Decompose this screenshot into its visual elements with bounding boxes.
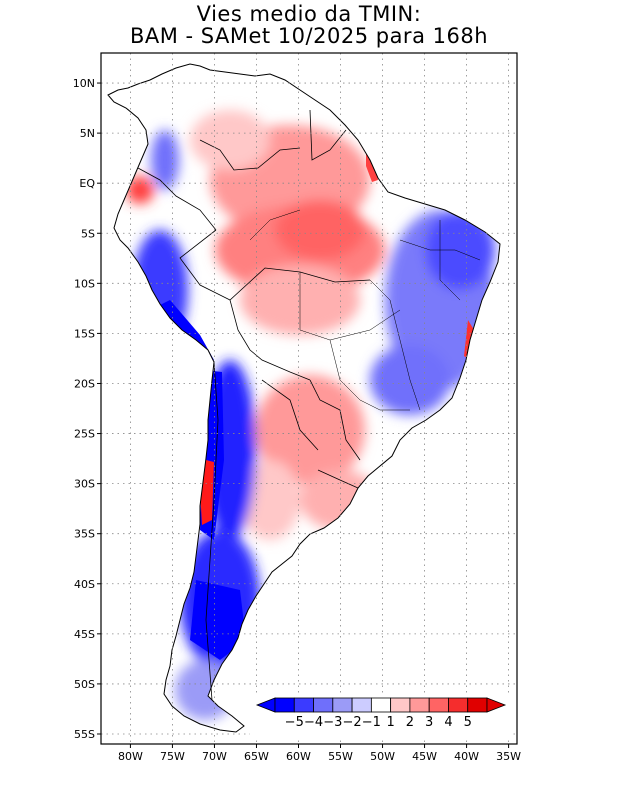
border-bolivia-south: [229, 299, 311, 381]
border-brazil-west: [179, 229, 371, 301]
colorbar-cell: [274, 697, 295, 713]
colorbar-label: −2: [343, 715, 362, 730]
lat-tick-label: 40S: [74, 578, 95, 591]
lon-tick-label: 45W: [412, 750, 437, 763]
lat-tick-label: 10N: [73, 77, 95, 90]
colorbar-label: −5: [285, 715, 304, 730]
colorbar-label: 2: [406, 715, 414, 730]
lon-tick-label: 35W: [496, 750, 521, 763]
border-colombia-peru: [137, 167, 217, 231]
colorbar-cell: [351, 697, 372, 713]
border-argentina-paraguay: [261, 379, 319, 451]
state-border-3: [399, 239, 481, 261]
lon-tick-label: 60W: [286, 750, 311, 763]
state-border-4: [329, 339, 410, 411]
state-borders: [249, 209, 481, 411]
colorbar-label: 3: [425, 715, 433, 730]
lat-tick-label: 15S: [74, 327, 95, 340]
lat-tick-label: 35S: [74, 528, 95, 541]
lon-tick-label: 50W: [370, 750, 395, 763]
lat-tick-label: 25S: [74, 428, 95, 441]
colorbar-label: 4: [444, 715, 452, 730]
cool-bias-colombia: [151, 130, 179, 190]
warm-bias-core: [275, 200, 365, 260]
lat-tick-label: 50S: [74, 678, 95, 691]
country-borders: [137, 109, 371, 701]
lat-tick-label: 30S: [74, 478, 95, 491]
warm-bias-venezuela: [190, 110, 270, 170]
cool-bias-northeast-core: [425, 210, 495, 290]
lon-tick-label: 75W: [160, 750, 185, 763]
lon-tick-label: 55W: [328, 750, 353, 763]
title-line-2: BAM - SAMet 10/2025 para 168h: [129, 24, 489, 48]
lat-tick-label: 5S: [81, 227, 95, 240]
lon-tick-label: 70W: [202, 750, 227, 763]
colorbar-cell: [332, 697, 353, 713]
warm-bias-pampa: [240, 460, 300, 540]
warm-bias-paraguay: [255, 375, 365, 485]
colorbar-label: −3: [323, 715, 342, 730]
latitude-axis: 10N 5N EQ 5S 10S 15S 20S 25S 30S 35S 40S 45S 50S 55S: [73, 77, 101, 741]
border-uruguay: [317, 469, 359, 489]
map-frame-border: [100, 52, 518, 745]
colorbar-cell: [467, 697, 488, 713]
colorbar-label: −4: [304, 715, 323, 730]
lat-tick-label: 5N: [80, 127, 95, 140]
colorbar-cell: [293, 697, 314, 713]
state-border-5: [439, 220, 461, 301]
cool-bias-patagonia-core: [190, 580, 246, 660]
colorbar: −5 −4 −3 −2 −1 1 2 3 4 5: [250, 696, 512, 738]
colorbar-high-arrow: [486, 697, 507, 713]
colorbar-cell: [409, 697, 430, 713]
border-paraguay-brazil: [309, 379, 361, 461]
lon-tick-label: 80W: [118, 750, 143, 763]
lat-tick-label: 45S: [74, 628, 95, 641]
title-line-1: Vies medio da TMIN:: [196, 2, 422, 26]
warm-bias-ecuador: [126, 176, 154, 204]
lon-tick-label: 40W: [454, 750, 479, 763]
lat-tick-label: 10S: [74, 277, 95, 290]
state-border-6: [249, 209, 301, 241]
colorbar-label: 1: [386, 715, 394, 730]
colorbar-label: −1: [362, 715, 381, 730]
state-border-2: [369, 279, 421, 411]
lon-tick-label: 65W: [244, 750, 269, 763]
colorbar-cell: [428, 697, 449, 713]
longitude-axis: 80W 75W 70W 65W 60W 55W 50W 45W 40W 35W: [118, 744, 521, 763]
border-guianas: [309, 109, 347, 161]
border-venezuela-brazil: [199, 139, 301, 171]
colorbar-cell: [313, 697, 334, 713]
lat-tick-label: 55S: [74, 728, 95, 741]
border-chile-argentina: [205, 361, 219, 701]
colorbar-cell: [370, 697, 392, 713]
colorbar-cell: [390, 697, 411, 713]
lat-tick-label: EQ: [79, 177, 95, 190]
lat-tick-label: 20S: [74, 377, 95, 390]
colorbar-label: 5: [464, 715, 472, 730]
colorbar-cell: [448, 697, 469, 713]
